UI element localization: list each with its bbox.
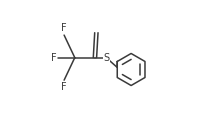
Text: F: F	[61, 82, 67, 92]
Text: F: F	[61, 23, 67, 33]
Text: F: F	[51, 53, 56, 63]
Text: S: S	[103, 53, 109, 63]
